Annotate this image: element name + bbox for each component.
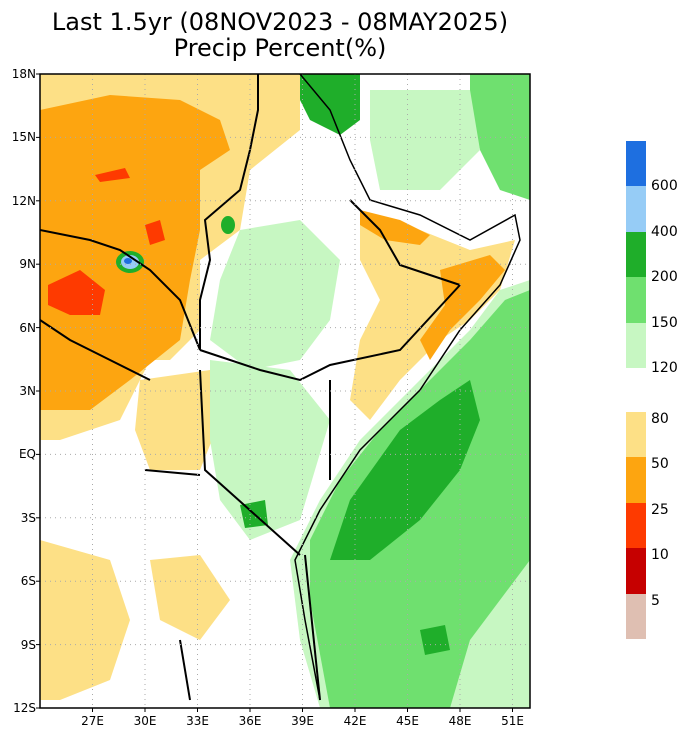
legend-label: 80 xyxy=(651,411,669,427)
lon-tick-label: 39E xyxy=(291,714,314,728)
lat-tick-label: 12S xyxy=(13,701,36,715)
legend-wet-swatch xyxy=(626,231,646,278)
wet-spot-sudd-core xyxy=(124,258,132,264)
lon-tick-label: 42E xyxy=(343,714,367,728)
legend-label: 10 xyxy=(651,547,669,564)
dry-region-aden xyxy=(360,210,430,245)
precip-field xyxy=(40,74,530,708)
dry-region-somalia-core xyxy=(420,255,505,360)
lon-tick-label: 45E xyxy=(396,714,419,728)
wet-region-ethiopia xyxy=(210,220,340,370)
lat-tick-label: 9N xyxy=(19,257,36,272)
legend-wet-swatch xyxy=(626,141,646,187)
lon-tick-label: 27E xyxy=(81,714,104,728)
lon-tick-label: 36E xyxy=(238,714,262,728)
lon-tick-label: 30E xyxy=(133,714,157,728)
dry-spot-red-2 xyxy=(145,220,165,245)
legend-label: 600 xyxy=(651,178,678,195)
legend-wet-swatch xyxy=(626,186,646,232)
legend-label: 25 xyxy=(651,501,669,518)
lat-tick-label: 6N xyxy=(19,320,36,335)
legend-label: 120 xyxy=(651,360,678,376)
legend-dry-swatch xyxy=(626,457,646,503)
dry-region-uganda xyxy=(135,370,220,470)
legend-dry-swatch xyxy=(626,502,646,549)
lat-tick-label: EQ xyxy=(18,447,36,462)
lon-tick-label: 33E xyxy=(186,714,209,728)
wet-spot-ocean xyxy=(420,625,450,655)
legend-label: 400 xyxy=(651,223,678,240)
lat-tick-label: 12N xyxy=(11,193,36,208)
legend-dry-swatch xyxy=(626,548,646,594)
legend-wet-swatch xyxy=(626,277,646,323)
wet-region-ocean-dark xyxy=(330,380,480,560)
legend-label: 150 xyxy=(651,314,678,331)
legend-wet-swatch xyxy=(626,322,646,368)
legend-label: 200 xyxy=(651,269,678,286)
legend-label: 5 xyxy=(651,592,660,609)
lat-tick-label: 3S xyxy=(20,510,36,525)
lon-tick-label: 51E xyxy=(501,714,524,728)
legend-dry-swatch xyxy=(626,593,646,639)
wet-region-arabia xyxy=(370,90,480,190)
coastline xyxy=(294,74,521,701)
dry-region-tanzania xyxy=(150,555,230,640)
lat-tick-label: 6S xyxy=(20,574,36,589)
lat-tick-label: 18N xyxy=(11,67,36,81)
legend-label: 50 xyxy=(651,456,669,473)
map-title: Last 1.5yr (08NOV2023 - 08MAY2025) xyxy=(51,8,509,36)
lat-tick-label: 9S xyxy=(20,637,36,652)
dry-region-southsudan-red xyxy=(48,270,105,315)
lat-tick-label: 3N xyxy=(19,384,36,398)
wet-region-eritrea xyxy=(300,74,360,135)
wet-spot-ethiopia-west xyxy=(221,216,235,234)
lat-tick-label: 15N xyxy=(11,130,36,145)
dry-spot-red xyxy=(95,168,130,182)
wet-region-kenya xyxy=(210,360,330,540)
legend-dry-swatch xyxy=(626,412,646,458)
map-ticks xyxy=(36,73,513,712)
map-subtitle: Precip Percent(%) xyxy=(173,34,387,62)
dry-region-sw xyxy=(40,540,130,700)
map-grid xyxy=(40,74,530,708)
lon-tick-label: 48E xyxy=(448,714,472,728)
country-borders xyxy=(40,74,461,701)
